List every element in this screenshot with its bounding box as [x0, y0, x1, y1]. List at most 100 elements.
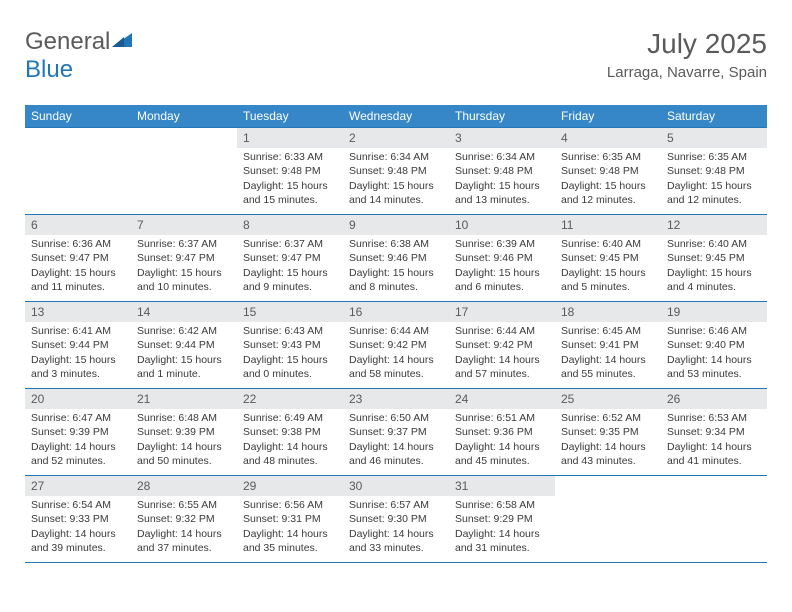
sunrise-line: Sunrise: 6:47 AM — [31, 411, 125, 425]
logo-icon — [112, 28, 134, 56]
sunset-line: Sunset: 9:36 PM — [455, 425, 549, 439]
logo-text-1: General — [25, 28, 110, 55]
sunrise-line: Sunrise: 6:52 AM — [561, 411, 655, 425]
day-body: Sunrise: 6:35 AMSunset: 9:48 PMDaylight:… — [661, 150, 767, 207]
daylight-line: Daylight: 15 hours and 6 minutes. — [455, 266, 549, 294]
day-cell: 18Sunrise: 6:45 AMSunset: 9:41 PMDayligh… — [555, 302, 661, 388]
day-number: 11 — [555, 215, 661, 235]
sunrise-line: Sunrise: 6:40 AM — [667, 237, 761, 251]
day-cell — [555, 476, 661, 562]
sunrise-line: Sunrise: 6:44 AM — [349, 324, 443, 338]
header: July 2025 Larraga, Navarre, Spain — [607, 28, 767, 81]
daylight-line: Daylight: 14 hours and 50 minutes. — [137, 440, 231, 468]
day-cell: 13Sunrise: 6:41 AMSunset: 9:44 PMDayligh… — [25, 302, 131, 388]
day-cell: 20Sunrise: 6:47 AMSunset: 9:39 PMDayligh… — [25, 389, 131, 475]
day-cell: 7Sunrise: 6:37 AMSunset: 9:47 PMDaylight… — [131, 215, 237, 301]
sunset-line: Sunset: 9:48 PM — [243, 164, 337, 178]
day-of-week-cell: Wednesday — [343, 105, 449, 127]
sunrise-line: Sunrise: 6:58 AM — [455, 498, 549, 512]
day-number: 30 — [343, 476, 449, 496]
day-number: 6 — [25, 215, 131, 235]
day-of-week-cell: Thursday — [449, 105, 555, 127]
sunrise-line: Sunrise: 6:39 AM — [455, 237, 549, 251]
day-cell — [25, 128, 131, 214]
sunset-line: Sunset: 9:48 PM — [455, 164, 549, 178]
daylight-line: Daylight: 14 hours and 45 minutes. — [455, 440, 549, 468]
daylight-line: Daylight: 14 hours and 41 minutes. — [667, 440, 761, 468]
sunset-line: Sunset: 9:42 PM — [455, 338, 549, 352]
day-cell: 24Sunrise: 6:51 AMSunset: 9:36 PMDayligh… — [449, 389, 555, 475]
week-row: 20Sunrise: 6:47 AMSunset: 9:39 PMDayligh… — [25, 389, 767, 476]
sunrise-line: Sunrise: 6:37 AM — [137, 237, 231, 251]
week-row: 6Sunrise: 6:36 AMSunset: 9:47 PMDaylight… — [25, 215, 767, 302]
sunset-line: Sunset: 9:37 PM — [349, 425, 443, 439]
logo: General Blue — [25, 28, 134, 84]
daylight-line: Daylight: 15 hours and 0 minutes. — [243, 353, 337, 381]
daylight-line: Daylight: 14 hours and 33 minutes. — [349, 527, 443, 555]
day-number: 2 — [343, 128, 449, 148]
day-number: 9 — [343, 215, 449, 235]
day-cell: 21Sunrise: 6:48 AMSunset: 9:39 PMDayligh… — [131, 389, 237, 475]
weeks-container: 1Sunrise: 6:33 AMSunset: 9:48 PMDaylight… — [25, 127, 767, 563]
day-cell: 12Sunrise: 6:40 AMSunset: 9:45 PMDayligh… — [661, 215, 767, 301]
sunset-line: Sunset: 9:31 PM — [243, 512, 337, 526]
daylight-line: Daylight: 14 hours and 58 minutes. — [349, 353, 443, 381]
daylight-line: Daylight: 14 hours and 43 minutes. — [561, 440, 655, 468]
sunrise-line: Sunrise: 6:54 AM — [31, 498, 125, 512]
daylight-line: Daylight: 14 hours and 46 minutes. — [349, 440, 443, 468]
sunset-line: Sunset: 9:33 PM — [31, 512, 125, 526]
day-body: Sunrise: 6:49 AMSunset: 9:38 PMDaylight:… — [237, 411, 343, 468]
sunset-line: Sunset: 9:32 PM — [137, 512, 231, 526]
day-body: Sunrise: 6:39 AMSunset: 9:46 PMDaylight:… — [449, 237, 555, 294]
day-number: 4 — [555, 128, 661, 148]
daylight-line: Daylight: 14 hours and 31 minutes. — [455, 527, 549, 555]
day-cell: 26Sunrise: 6:53 AMSunset: 9:34 PMDayligh… — [661, 389, 767, 475]
day-body: Sunrise: 6:44 AMSunset: 9:42 PMDaylight:… — [449, 324, 555, 381]
daylight-line: Daylight: 14 hours and 53 minutes. — [667, 353, 761, 381]
day-cell: 4Sunrise: 6:35 AMSunset: 9:48 PMDaylight… — [555, 128, 661, 214]
daylight-line: Daylight: 14 hours and 35 minutes. — [243, 527, 337, 555]
daylight-line: Daylight: 15 hours and 13 minutes. — [455, 179, 549, 207]
day-cell: 10Sunrise: 6:39 AMSunset: 9:46 PMDayligh… — [449, 215, 555, 301]
day-number: 8 — [237, 215, 343, 235]
day-of-week-cell: Saturday — [661, 105, 767, 127]
daylight-line: Daylight: 15 hours and 8 minutes. — [349, 266, 443, 294]
daylight-line: Daylight: 15 hours and 11 minutes. — [31, 266, 125, 294]
day-cell: 1Sunrise: 6:33 AMSunset: 9:48 PMDaylight… — [237, 128, 343, 214]
sunset-line: Sunset: 9:42 PM — [349, 338, 443, 352]
day-body: Sunrise: 6:35 AMSunset: 9:48 PMDaylight:… — [555, 150, 661, 207]
sunset-line: Sunset: 9:47 PM — [243, 251, 337, 265]
day-number: 31 — [449, 476, 555, 496]
day-of-week-cell: Tuesday — [237, 105, 343, 127]
sunset-line: Sunset: 9:48 PM — [561, 164, 655, 178]
sunrise-line: Sunrise: 6:42 AM — [137, 324, 231, 338]
sunset-line: Sunset: 9:30 PM — [349, 512, 443, 526]
day-body: Sunrise: 6:47 AMSunset: 9:39 PMDaylight:… — [25, 411, 131, 468]
day-of-week-cell: Sunday — [25, 105, 131, 127]
sunset-line: Sunset: 9:41 PM — [561, 338, 655, 352]
day-cell: 22Sunrise: 6:49 AMSunset: 9:38 PMDayligh… — [237, 389, 343, 475]
sunrise-line: Sunrise: 6:57 AM — [349, 498, 443, 512]
day-number: 10 — [449, 215, 555, 235]
daylight-line: Daylight: 15 hours and 5 minutes. — [561, 266, 655, 294]
sunset-line: Sunset: 9:48 PM — [667, 164, 761, 178]
sunrise-line: Sunrise: 6:35 AM — [561, 150, 655, 164]
sunrise-line: Sunrise: 6:56 AM — [243, 498, 337, 512]
day-body: Sunrise: 6:46 AMSunset: 9:40 PMDaylight:… — [661, 324, 767, 381]
sunrise-line: Sunrise: 6:34 AM — [455, 150, 549, 164]
day-of-week-cell: Monday — [131, 105, 237, 127]
day-body: Sunrise: 6:34 AMSunset: 9:48 PMDaylight:… — [449, 150, 555, 207]
calendar: SundayMondayTuesdayWednesdayThursdayFrid… — [25, 105, 767, 563]
sunset-line: Sunset: 9:43 PM — [243, 338, 337, 352]
day-number: 12 — [661, 215, 767, 235]
day-body: Sunrise: 6:43 AMSunset: 9:43 PMDaylight:… — [237, 324, 343, 381]
daylight-line: Daylight: 14 hours and 37 minutes. — [137, 527, 231, 555]
day-body: Sunrise: 6:38 AMSunset: 9:46 PMDaylight:… — [343, 237, 449, 294]
day-cell: 29Sunrise: 6:56 AMSunset: 9:31 PMDayligh… — [237, 476, 343, 562]
day-cell: 30 Sunrise: 6:57 AMSunset: 9:30 PMDayligh… — [343, 476, 449, 562]
sunset-line: Sunset: 9:46 PM — [349, 251, 443, 265]
daylight-line: Daylight: 15 hours and 10 minutes. — [137, 266, 231, 294]
day-number: 22 — [237, 389, 343, 409]
sunset-line: Sunset: 9:45 PM — [561, 251, 655, 265]
sunrise-line: Sunrise: 6:48 AM — [137, 411, 231, 425]
